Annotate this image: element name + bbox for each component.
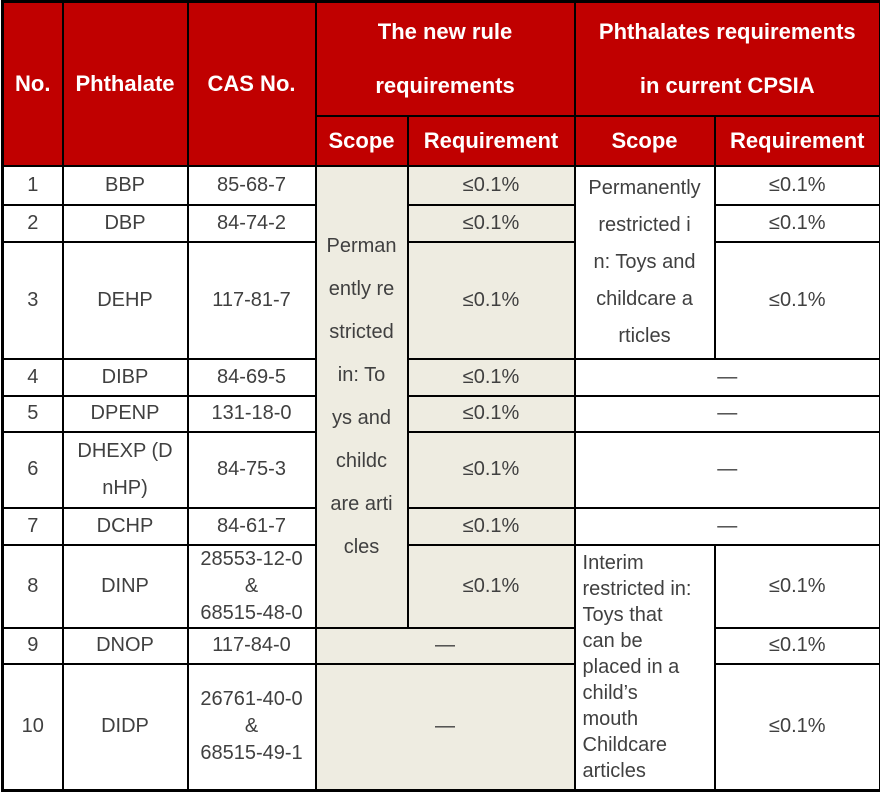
phthalate-cell: DPENP (61, 394, 189, 433)
phthalate-cell: DBP (61, 203, 189, 243)
new-rule-requirement-cell: ≤0.1% (406, 164, 576, 206)
subheader-new-scope: Scope (314, 114, 409, 167)
cpsia-empty-cell: — (573, 430, 880, 509)
phthalate-cell: DINP (61, 543, 189, 629)
phthalate-cell: BBP (61, 164, 189, 206)
new-rule-requirement-cell: ≤0.1% (406, 394, 576, 433)
no-cell: 7 (1, 506, 64, 546)
cas-cell: 28553-12-0 & 68515-48-0 (186, 543, 317, 629)
no-cell: 6 (1, 430, 64, 509)
cas-cell: 131-18-0 (186, 394, 317, 433)
no-cell: 9 (1, 626, 64, 665)
table-row: 4 DIBP 84-69-5 ≤0.1% — (1, 357, 880, 397)
cas-cell: 84-74-2 (186, 203, 317, 243)
no-cell: 5 (1, 394, 64, 433)
cas-cell: 84-75-3 (186, 430, 317, 509)
phthalate-cell: DHEXP (D nHP) (61, 430, 189, 509)
cpsia-requirement-cell: ≤0.1% (713, 164, 880, 206)
table-row: 3 DEHP 117-81-7 ≤0.1% ≤0.1% (1, 240, 880, 360)
cas-cell: 26761-40-0 & 68515-49-1 (186, 662, 317, 792)
subheader-cpsia-requirement: Requirement (713, 114, 880, 167)
cpsia-requirement-cell: ≤0.1% (713, 203, 880, 243)
subheader-new-requirement: Requirement (406, 114, 576, 167)
phthalate-cell: DIDP (61, 662, 189, 792)
table-header-row-1: No. Phthalate CAS No. The new rule requi… (1, 0, 880, 167)
table-row: 6 DHEXP (D nHP) 84-75-3 ≤0.1% — (1, 430, 880, 509)
new-rule-requirement-cell: ≤0.1% (406, 203, 576, 243)
header-phthalate: Phthalate (61, 0, 189, 167)
new-rule-requirement-cell: ≤0.1% (406, 357, 576, 397)
header-new-rule-group: The new rule requirements (314, 0, 576, 117)
no-cell: 3 (1, 240, 64, 360)
new-rule-requirement-cell: ≤0.1% (406, 506, 576, 546)
header-no: No. (1, 0, 64, 167)
no-cell: 4 (1, 357, 64, 397)
cas-cell: 84-61-7 (186, 506, 317, 546)
table-row: 1 BBP 85-68-7 Perman ently re stricted i… (1, 164, 880, 629)
new-rule-requirement-cell: ≤0.1% (406, 543, 576, 629)
new-rule-empty-cell: — (314, 626, 576, 665)
header-cas-no: CAS No. (186, 0, 317, 167)
table-row: 2 DBP 84-74-2 ≤0.1% ≤0.1% (1, 203, 880, 243)
phthalate-cell: DIBP (61, 357, 189, 397)
subheader-cpsia-scope: Scope (573, 114, 716, 167)
table-row: 7 DCHP 84-61-7 ≤0.1% — (1, 506, 880, 546)
cpsia-requirement-cell: ≤0.1% (713, 626, 880, 665)
table-row: 8 DINP 28553-12-0 & 68515-48-0 ≤0.1% Int… (1, 543, 880, 792)
table-row: 5 DPENP 131-18-0 ≤0.1% — (1, 394, 880, 433)
new-rule-requirement-cell: ≤0.1% (406, 430, 576, 509)
cas-cell: 117-81-7 (186, 240, 317, 360)
cpsia-empty-cell: — (573, 394, 880, 433)
phthalate-cell: DNOP (61, 626, 189, 665)
cpsia-requirement-cell: ≤0.1% (713, 543, 880, 629)
cpsia-requirement-cell: ≤0.1% (713, 662, 880, 792)
phthalate-cell: DCHP (61, 506, 189, 546)
no-cell: 2 (1, 203, 64, 243)
table-row: 9 DNOP 117-84-0 — ≤0.1% (1, 626, 880, 665)
cas-cell: 84-69-5 (186, 357, 317, 397)
no-cell: 8 (1, 543, 64, 629)
no-cell: 10 (1, 662, 64, 792)
table-header-row-2: Scope Requirement Scope Requirement (3, 114, 880, 167)
cpsia-empty-cell: — (573, 357, 880, 397)
phthalate-cell: DEHP (61, 240, 189, 360)
header-cpsia-group: Phthalates requirements in current CPSIA (573, 0, 880, 117)
new-rule-requirement-cell: ≤0.1% (406, 240, 576, 360)
new-rule-empty-cell: — (314, 662, 576, 792)
cas-cell: 117-84-0 (186, 626, 317, 665)
cas-cell: 85-68-7 (186, 164, 317, 206)
new-rule-scope-cell: Perman ently re stricted in: To ys and c… (314, 164, 409, 629)
cpsia-interim-scope-cell: Interim restricted in: Toys that can be … (573, 543, 716, 792)
cpsia-requirement-cell: ≤0.1% (713, 240, 880, 360)
cpsia-empty-cell: — (573, 506, 880, 546)
no-cell: 1 (1, 164, 64, 206)
table-row: 10 DIDP 26761-40-0 & 68515-49-1 — ≤0.1% (1, 662, 880, 792)
cpsia-permanent-scope-cell: Permanently restricted i n: Toys and chi… (573, 164, 716, 360)
